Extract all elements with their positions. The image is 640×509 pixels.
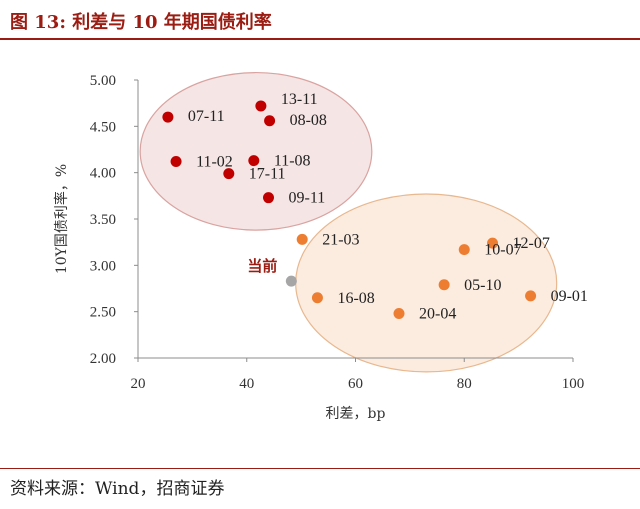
point-2103 [296,233,308,245]
point-label-1108: 11-08 [274,153,311,170]
point-label-0911: 09-11 [289,190,326,207]
point-0510 [438,279,450,291]
point-label-2004: 20-04 [419,306,456,323]
x-tick-label: 80 [457,376,472,392]
point-label-1311: 13-11 [281,91,318,108]
point-1711 [223,168,235,180]
point-0808 [264,115,276,127]
source-note: 资料来源：Wind，招商证券 [10,479,225,499]
point-label-1608: 16-08 [337,290,374,307]
y-tick-label: 3.50 [90,212,116,228]
point-0711 [162,111,174,123]
point-label-0711: 07-11 [188,108,225,125]
y-tick-label: 3.00 [90,258,116,274]
point-label-2103: 21-03 [322,231,359,248]
point-label-0510: 05-10 [464,277,501,294]
point-label-0901: 09-01 [551,288,588,305]
point-label-1207: 12-07 [513,235,550,252]
point-0911 [263,192,274,204]
figure-title: 图 13: 利差与 10 年期国债利率 [10,12,272,33]
scatter-chart: 2.00 2.50 3.00 3.50 4.00 4.50 5.00 20 40 60 80 100 利… [53,71,588,422]
point-1608 [311,292,323,304]
x-axis-title: 利差，bp [326,406,386,422]
point-0901 [525,290,537,302]
red-cluster-ellipse [139,71,373,231]
title-divider [0,38,640,40]
source-divider [0,468,640,469]
point-1207 [487,237,499,249]
y-tick-label: 2.00 [90,351,116,367]
point-1108 [248,155,260,167]
y-tick-label: 4.00 [90,166,116,182]
y-tick-label: 4.50 [90,119,116,135]
point-label-1711: 17-11 [249,166,286,183]
point-label-0808: 08-08 [290,112,327,129]
orange-cluster-ellipse [295,193,558,373]
x-tick-label: 60 [348,376,363,392]
x-tick-label: 100 [562,376,585,392]
x-tick-label: 40 [239,376,254,392]
point-1007 [458,244,470,256]
point-label-current: 当前 [247,257,277,275]
point-label-1102: 11-02 [196,154,233,171]
point-2004 [393,308,405,320]
point-current [285,275,297,287]
y-tick-label: 5.00 [90,73,116,89]
x-tick-label: 20 [131,376,146,392]
y-tick-label: 2.50 [90,305,116,321]
y-axis-title: 10Y国债利率，% [53,164,70,274]
point-label-1007: 10-07 [484,242,521,259]
point-1102 [170,156,182,168]
point-1311 [255,100,267,112]
